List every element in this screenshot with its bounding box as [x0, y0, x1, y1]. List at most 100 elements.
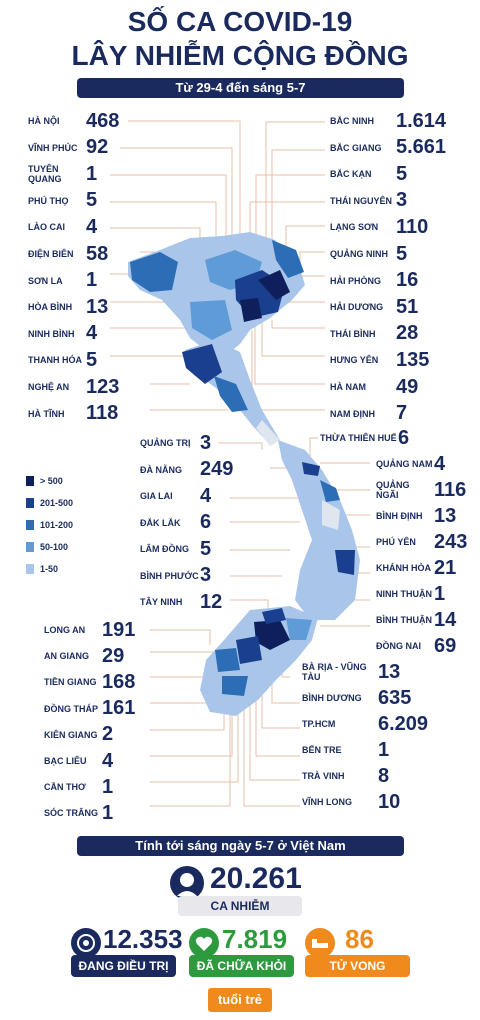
province-name: KIÊN GIANG: [44, 729, 98, 740]
province-name: TIỀN GIANG: [44, 677, 97, 688]
province-cases: 4: [200, 484, 212, 507]
province-name: BÌNH PHƯỚC: [140, 570, 199, 581]
province-row: TUYÊN QUANG 1: [28, 161, 97, 187]
province-name: NGHỆ AN: [28, 382, 70, 392]
province-cases: 5.661: [396, 136, 447, 159]
province-row: QUẢNG TRỊ 3: [140, 430, 211, 456]
province-cases: 1.614: [396, 109, 447, 132]
province-cases: 4: [86, 215, 98, 238]
province-row: PHÚ THỌ 5: [28, 188, 97, 214]
province-cases: 249: [200, 458, 234, 480]
province-cases: 14: [434, 608, 457, 631]
province-name: TUYÊN QUANG: [28, 164, 62, 185]
province-cases: 5: [396, 162, 408, 185]
treatment-icon: [71, 928, 101, 958]
province-name: BẮC NINH: [330, 116, 374, 126]
province-cases: 3: [200, 564, 212, 586]
province-cases: 4: [86, 322, 98, 345]
province-name: HÀ NAM: [330, 382, 366, 392]
province-name: BẮC GIANG: [330, 142, 382, 153]
province-row: HÀ NAM 49: [330, 374, 418, 400]
province-name: THÁI NGUYÊN: [330, 195, 393, 206]
province-row: SÓC TRĂNG 1: [44, 800, 113, 826]
legend: > 500 201-500 101-200 50-100 1-50: [26, 470, 73, 580]
province-row: QUẢNG NINH 5: [330, 241, 407, 267]
province-cases: 243: [434, 530, 468, 553]
province-row: LÂM ĐỒNG 5: [140, 536, 211, 562]
province-cases: 13: [86, 295, 109, 318]
province-name: PHÚ THỌ: [28, 195, 69, 206]
province-cases: 5: [86, 348, 98, 371]
province-name: NINH THUẬN: [376, 589, 432, 599]
province-name: TP.HCM: [302, 719, 336, 729]
province-name: VĨNH LONG: [302, 797, 353, 807]
province-name: ĐỒNG NAI: [376, 641, 421, 651]
province-cases: 4: [434, 452, 446, 475]
province-row: BÌNH ĐỊNH 13: [376, 503, 456, 529]
province-cases: 135: [396, 348, 430, 371]
province-cases: 21: [434, 556, 457, 579]
recovered-label: ĐÃ CHỮA KHỎI: [189, 955, 294, 977]
province-cases: 5: [86, 189, 98, 212]
province-name: SƠN LA: [28, 275, 63, 286]
province-cases: 168: [102, 670, 136, 693]
legend-label: 201-500: [40, 498, 74, 508]
province-row: LÀO CAI 4: [28, 214, 97, 240]
legend-item: 101-200: [26, 514, 73, 536]
province-row: CẦN THƠ 1: [44, 774, 113, 800]
province-row: HÒA BÌNH 13: [28, 294, 108, 320]
province-cases: 110: [396, 215, 429, 238]
province-row: QUẢNG NAM 4: [376, 451, 445, 477]
legend-item: > 500: [26, 470, 73, 492]
province-row: VĨNH LONG 10: [302, 789, 400, 815]
province-name: TÂY NINH: [140, 597, 183, 607]
province-cases: 28: [396, 322, 419, 345]
province-cases: 1: [86, 269, 98, 292]
province-row: THÁI BÌNH 28: [330, 321, 418, 347]
province-name: HÀ NỘI: [28, 116, 60, 126]
province-cases: 13: [378, 660, 401, 683]
province-cases: 29: [102, 644, 125, 667]
province-row: ĐỒNG NAI 69: [376, 633, 456, 659]
legend-swatch: [26, 520, 34, 530]
province-row: TRÀ VINH 8: [302, 763, 389, 789]
province-cases: 2: [102, 723, 114, 746]
legend-item: 1-50: [26, 558, 73, 580]
summary-banner: Tính tới sáng ngày 5-7 ở Việt Nam: [77, 836, 404, 856]
patient-icon: [170, 866, 204, 900]
heart-icon: [189, 928, 219, 958]
province-row: ĐỒNG THÁP 161: [44, 696, 135, 722]
province-row: NGHỆ AN 123: [28, 374, 119, 400]
province-cases: 635: [378, 686, 412, 709]
province-name: ĐỒNG THÁP: [44, 703, 98, 714]
province-cases: 6.209: [378, 712, 429, 735]
province-cases: 468: [86, 109, 120, 132]
province-name: BÌNH THUẬN: [376, 615, 432, 625]
province-name: QUẢNG NAM: [376, 459, 433, 469]
treating-value: 12.353: [103, 924, 183, 954]
province-name: HẢI DƯƠNG: [330, 302, 384, 313]
province-row: NINH BÌNH 4: [28, 321, 97, 347]
province-name: HẢI PHÒNG: [330, 275, 382, 286]
province-cases: 118: [86, 402, 119, 425]
province-row: KHÁNH HÒA 21: [376, 555, 456, 581]
leader-lines: [110, 120, 370, 807]
province-name: QUẢNG NGÃI: [376, 480, 410, 500]
province-cases: 92: [86, 136, 109, 159]
province-row: NAM ĐỊNH 7: [330, 401, 407, 427]
province-row: HẢI PHÒNG 16: [330, 268, 418, 294]
province-cases: 16: [396, 269, 419, 292]
province-name: ĐIỆN BIÊN: [28, 249, 74, 259]
legend-label: > 500: [40, 476, 63, 486]
province-cases: 1: [86, 162, 98, 185]
legend-swatch: [26, 476, 34, 486]
province-cases: 10: [378, 790, 401, 813]
province-row: TIỀN GIANG 168: [44, 669, 135, 695]
province-cases: 5: [396, 242, 408, 265]
province-name: THỪA THIÊN HUẾ: [320, 433, 397, 443]
province-cases: 3: [396, 189, 408, 212]
legend-label: 50-100: [40, 542, 69, 552]
province-row: TP.HCM 6.209: [302, 711, 428, 737]
province-name: LONG AN: [44, 625, 86, 635]
province-name: VĨNH PHÚC: [28, 142, 78, 153]
